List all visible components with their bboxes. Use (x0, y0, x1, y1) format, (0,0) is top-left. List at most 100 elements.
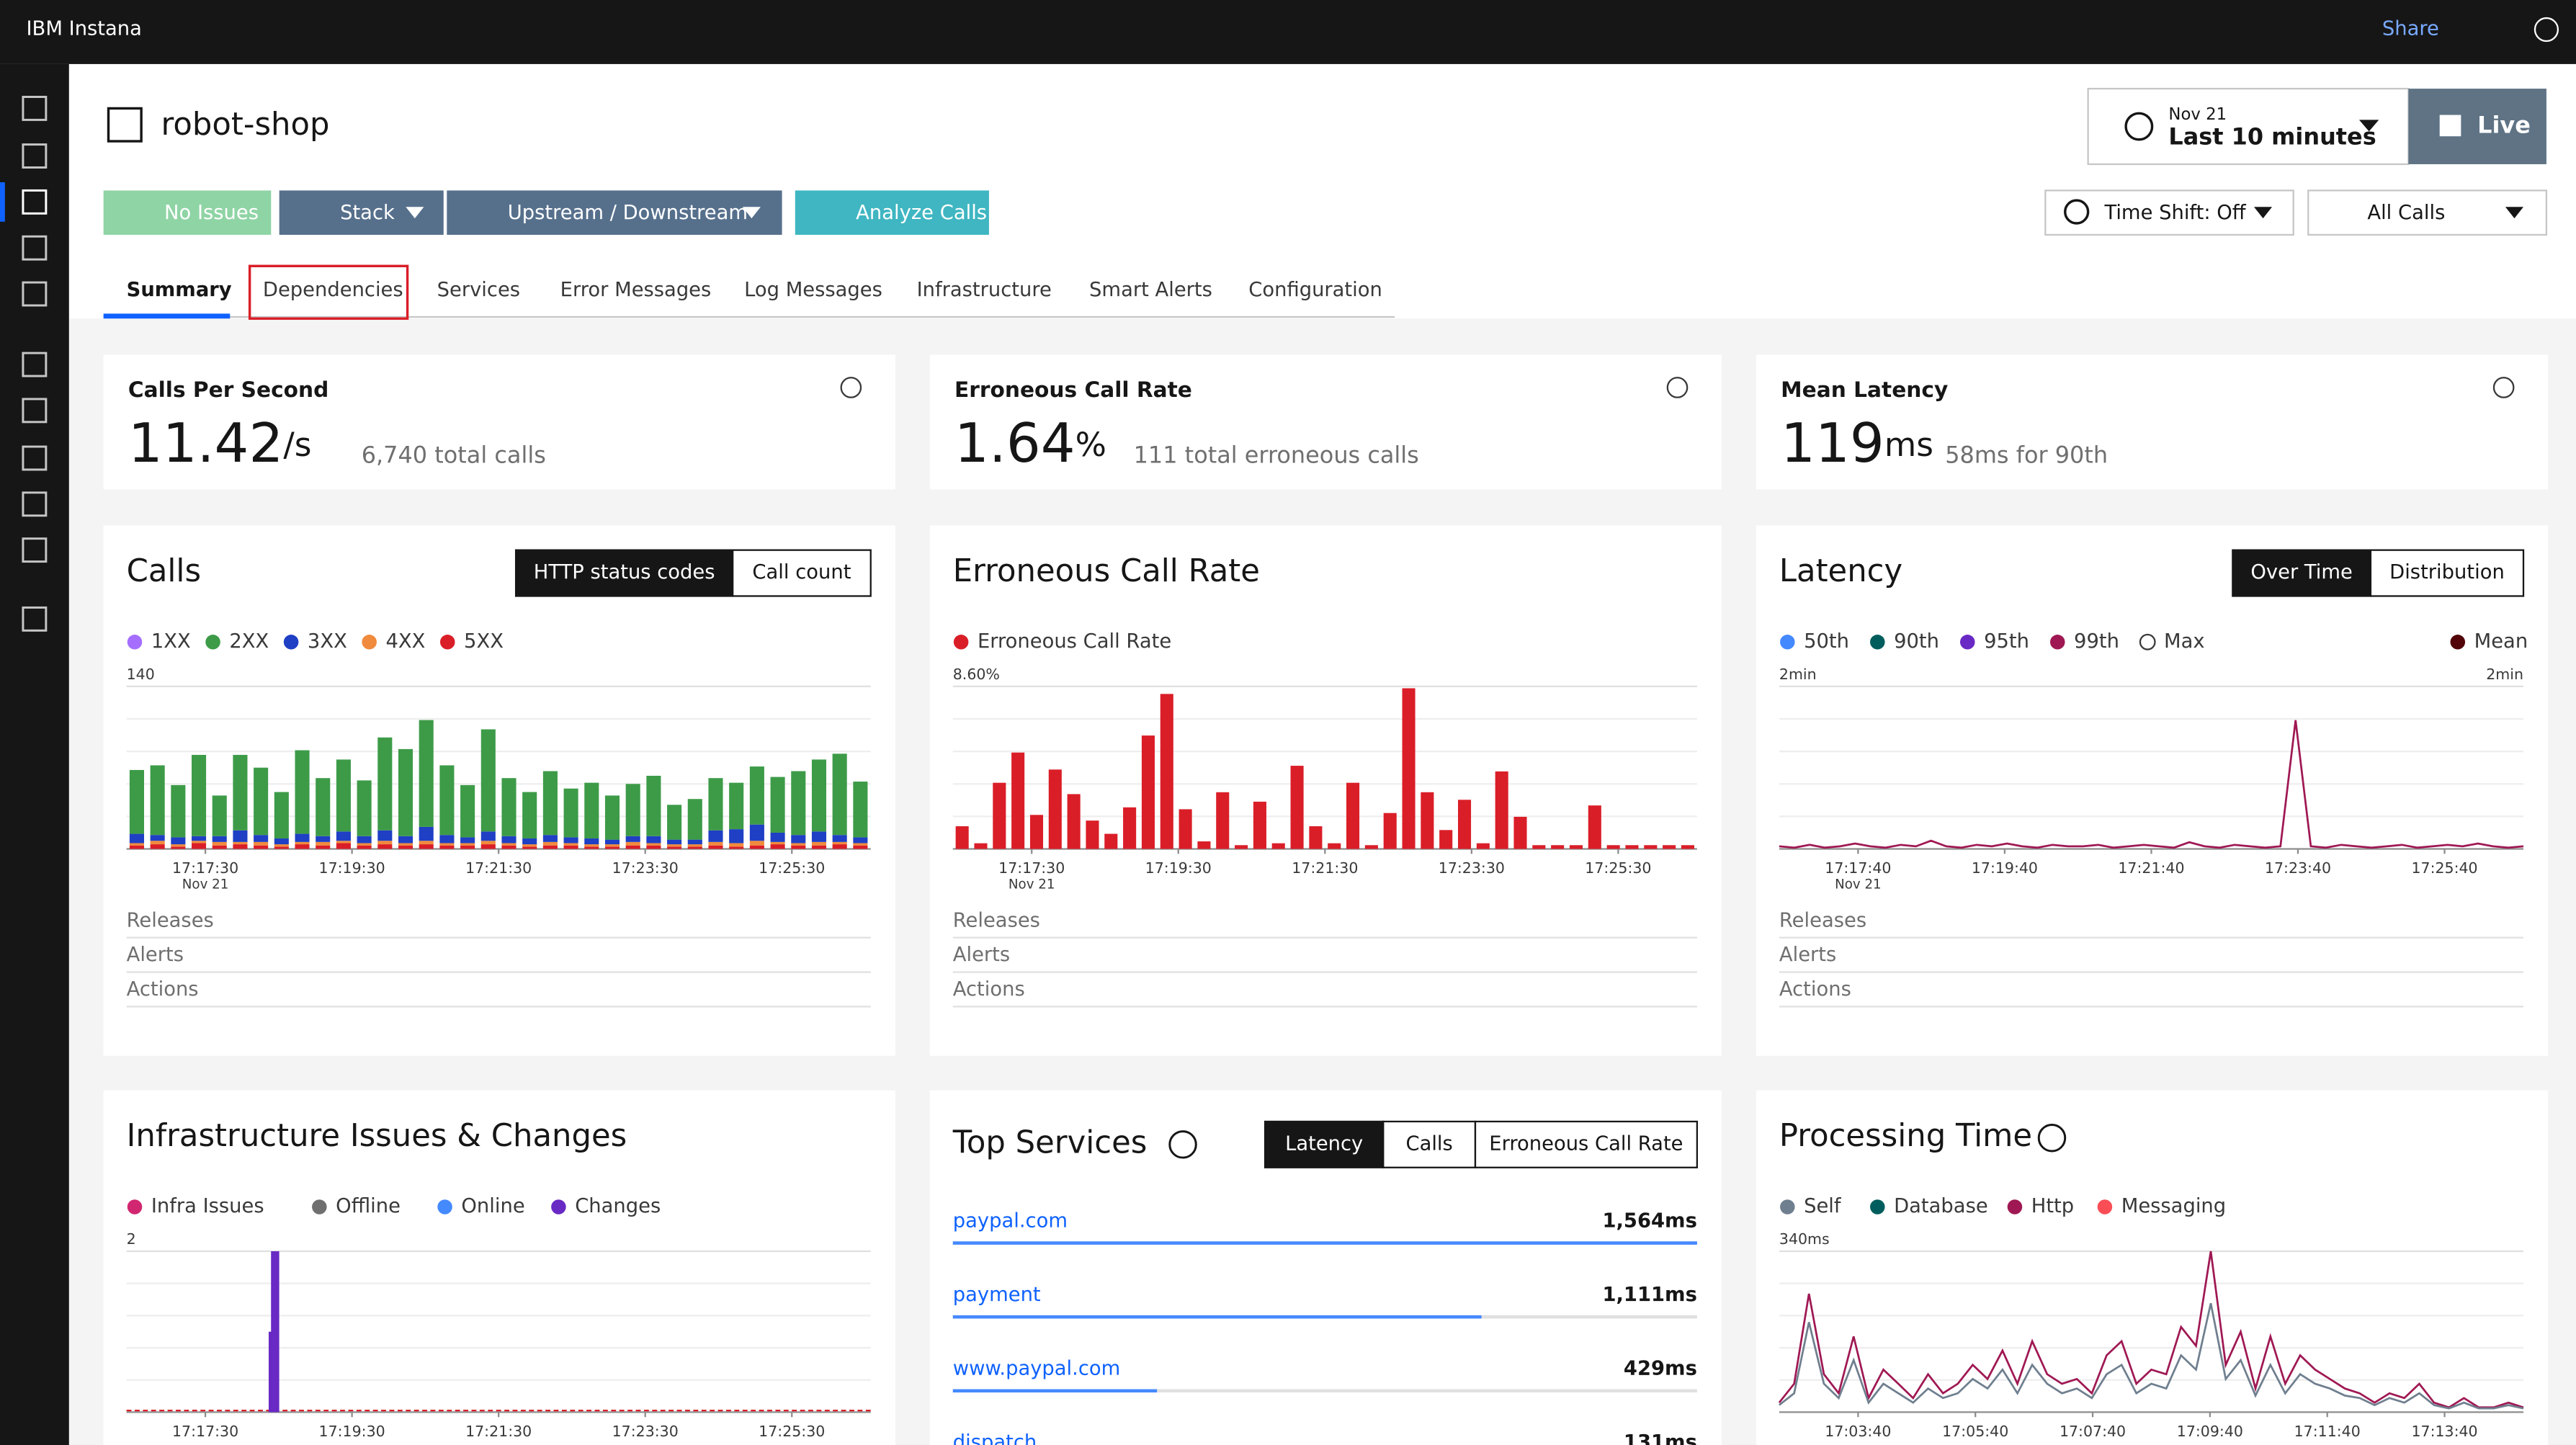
bar (1402, 688, 1416, 849)
share-link[interactable]: Share (2382, 18, 2439, 40)
nav-icon[interactable] (22, 352, 48, 377)
bar (129, 845, 145, 849)
bar (460, 843, 475, 846)
caret (2358, 120, 2379, 132)
row-label: Alerts (127, 944, 184, 966)
legend-label: Http (2031, 1195, 2074, 1217)
brand[interactable]: IBM Instana (26, 18, 141, 40)
chart-card (103, 1090, 895, 1445)
nav-icon[interactable] (22, 606, 48, 632)
bar (1309, 826, 1323, 849)
bar (398, 843, 413, 846)
time-picker[interactable] (2087, 87, 2410, 166)
bar (274, 838, 289, 845)
bar-track (952, 1389, 1697, 1393)
nav-icon[interactable] (22, 398, 48, 424)
toggle-option[interactable] (2232, 549, 2372, 597)
bar (1141, 735, 1155, 849)
kpi-title: Erroneous Call Rate (954, 377, 1192, 402)
kpi-value: 119ms (1781, 411, 1933, 475)
toggle-option[interactable] (2369, 549, 2525, 597)
x-tick-label: 17:19:30 (1145, 859, 1212, 877)
x-tick-label: 17:19:30 (319, 859, 385, 877)
zoom-icon[interactable] (1666, 377, 1689, 398)
x-tick-label: 17:21:30 (1292, 859, 1358, 877)
service-value: 429ms (1624, 1358, 1697, 1380)
card-title: Latency (1779, 553, 1902, 589)
tab[interactable]: Summary (127, 279, 232, 301)
bar (832, 844, 847, 849)
tab[interactable]: Dependencies (263, 279, 403, 301)
service-link[interactable]: payment (953, 1284, 1041, 1306)
legend-label: 2XX (229, 630, 269, 653)
tab[interactable]: Smart Alerts (1089, 279, 1212, 301)
toggle-option[interactable] (1474, 1120, 1699, 1168)
bar (708, 841, 723, 846)
bar (295, 841, 310, 845)
zoom-icon[interactable] (840, 377, 862, 398)
kpi-note: 58ms for 90th (1945, 442, 2108, 469)
bar (708, 778, 723, 831)
tab[interactable]: Infrastructure (917, 279, 1052, 301)
bar (212, 845, 227, 849)
tab[interactable]: Error Messages (560, 279, 712, 301)
clock-icon (2124, 112, 2154, 141)
nav-icon[interactable] (22, 143, 48, 169)
service-link[interactable]: www.paypal.com (953, 1358, 1121, 1380)
analyze-button[interactable] (795, 190, 989, 235)
time-range: Last 10 minutes (2168, 122, 2376, 150)
time-shift[interactable] (2044, 189, 2294, 236)
bar (501, 836, 516, 844)
nav-icon[interactable] (22, 445, 48, 471)
y-tick-label: 2min (1779, 666, 1817, 683)
bar (604, 839, 620, 845)
bar (522, 792, 537, 839)
user-icon[interactable] (2533, 17, 2559, 42)
live-button[interactable] (2408, 89, 2546, 164)
row-label: Releases (1779, 909, 1866, 931)
bar (853, 845, 868, 849)
service-link[interactable]: dispatch (953, 1431, 1037, 1445)
bar (129, 769, 145, 834)
nav-icon[interactable] (22, 189, 48, 215)
bar (811, 759, 827, 832)
tab[interactable]: Log Messages (744, 279, 882, 301)
toggle-label: Call count (752, 561, 851, 583)
nav-icon[interactable] (22, 537, 48, 563)
legend-label: Changes (575, 1195, 661, 1217)
caret (2505, 207, 2524, 219)
nav-icon[interactable] (22, 491, 48, 517)
service-link[interactable]: paypal.com (953, 1209, 1068, 1232)
calls-filter[interactable] (2307, 189, 2548, 236)
tab[interactable]: Services (437, 279, 520, 301)
x-tick-label: 17:17:40 (1825, 859, 1891, 877)
bar (853, 843, 868, 846)
bar (419, 844, 434, 849)
bar (274, 846, 289, 849)
bar (357, 780, 372, 836)
toggle-option[interactable] (732, 549, 872, 597)
no-issues-button[interactable] (103, 190, 272, 235)
info-icon[interactable] (2037, 1124, 2067, 1153)
zoom-icon[interactable] (2492, 377, 2515, 398)
nav-icon[interactable] (22, 281, 48, 307)
bar (1328, 843, 1341, 849)
x-tick-label: 17:25:30 (1585, 859, 1651, 877)
nav-icon[interactable] (22, 96, 48, 121)
toggle-option[interactable] (514, 549, 734, 597)
kpi-unit: % (1075, 426, 1106, 464)
upstream-button[interactable] (447, 190, 782, 235)
bar (646, 843, 661, 846)
info-icon[interactable] (1168, 1130, 1197, 1159)
x-tick-label: 17:19:30 (319, 1423, 385, 1440)
bar (336, 759, 351, 832)
live-label: Live (2477, 112, 2531, 139)
bar (604, 846, 620, 849)
toggle-option[interactable] (1264, 1120, 1385, 1168)
nav-icon[interactable] (22, 235, 48, 261)
bar (791, 845, 806, 849)
bar (1439, 830, 1453, 849)
header-bar (0, 0, 2576, 64)
legend-label: 1XX (151, 630, 191, 653)
tab[interactable]: Configuration (1248, 279, 1382, 301)
